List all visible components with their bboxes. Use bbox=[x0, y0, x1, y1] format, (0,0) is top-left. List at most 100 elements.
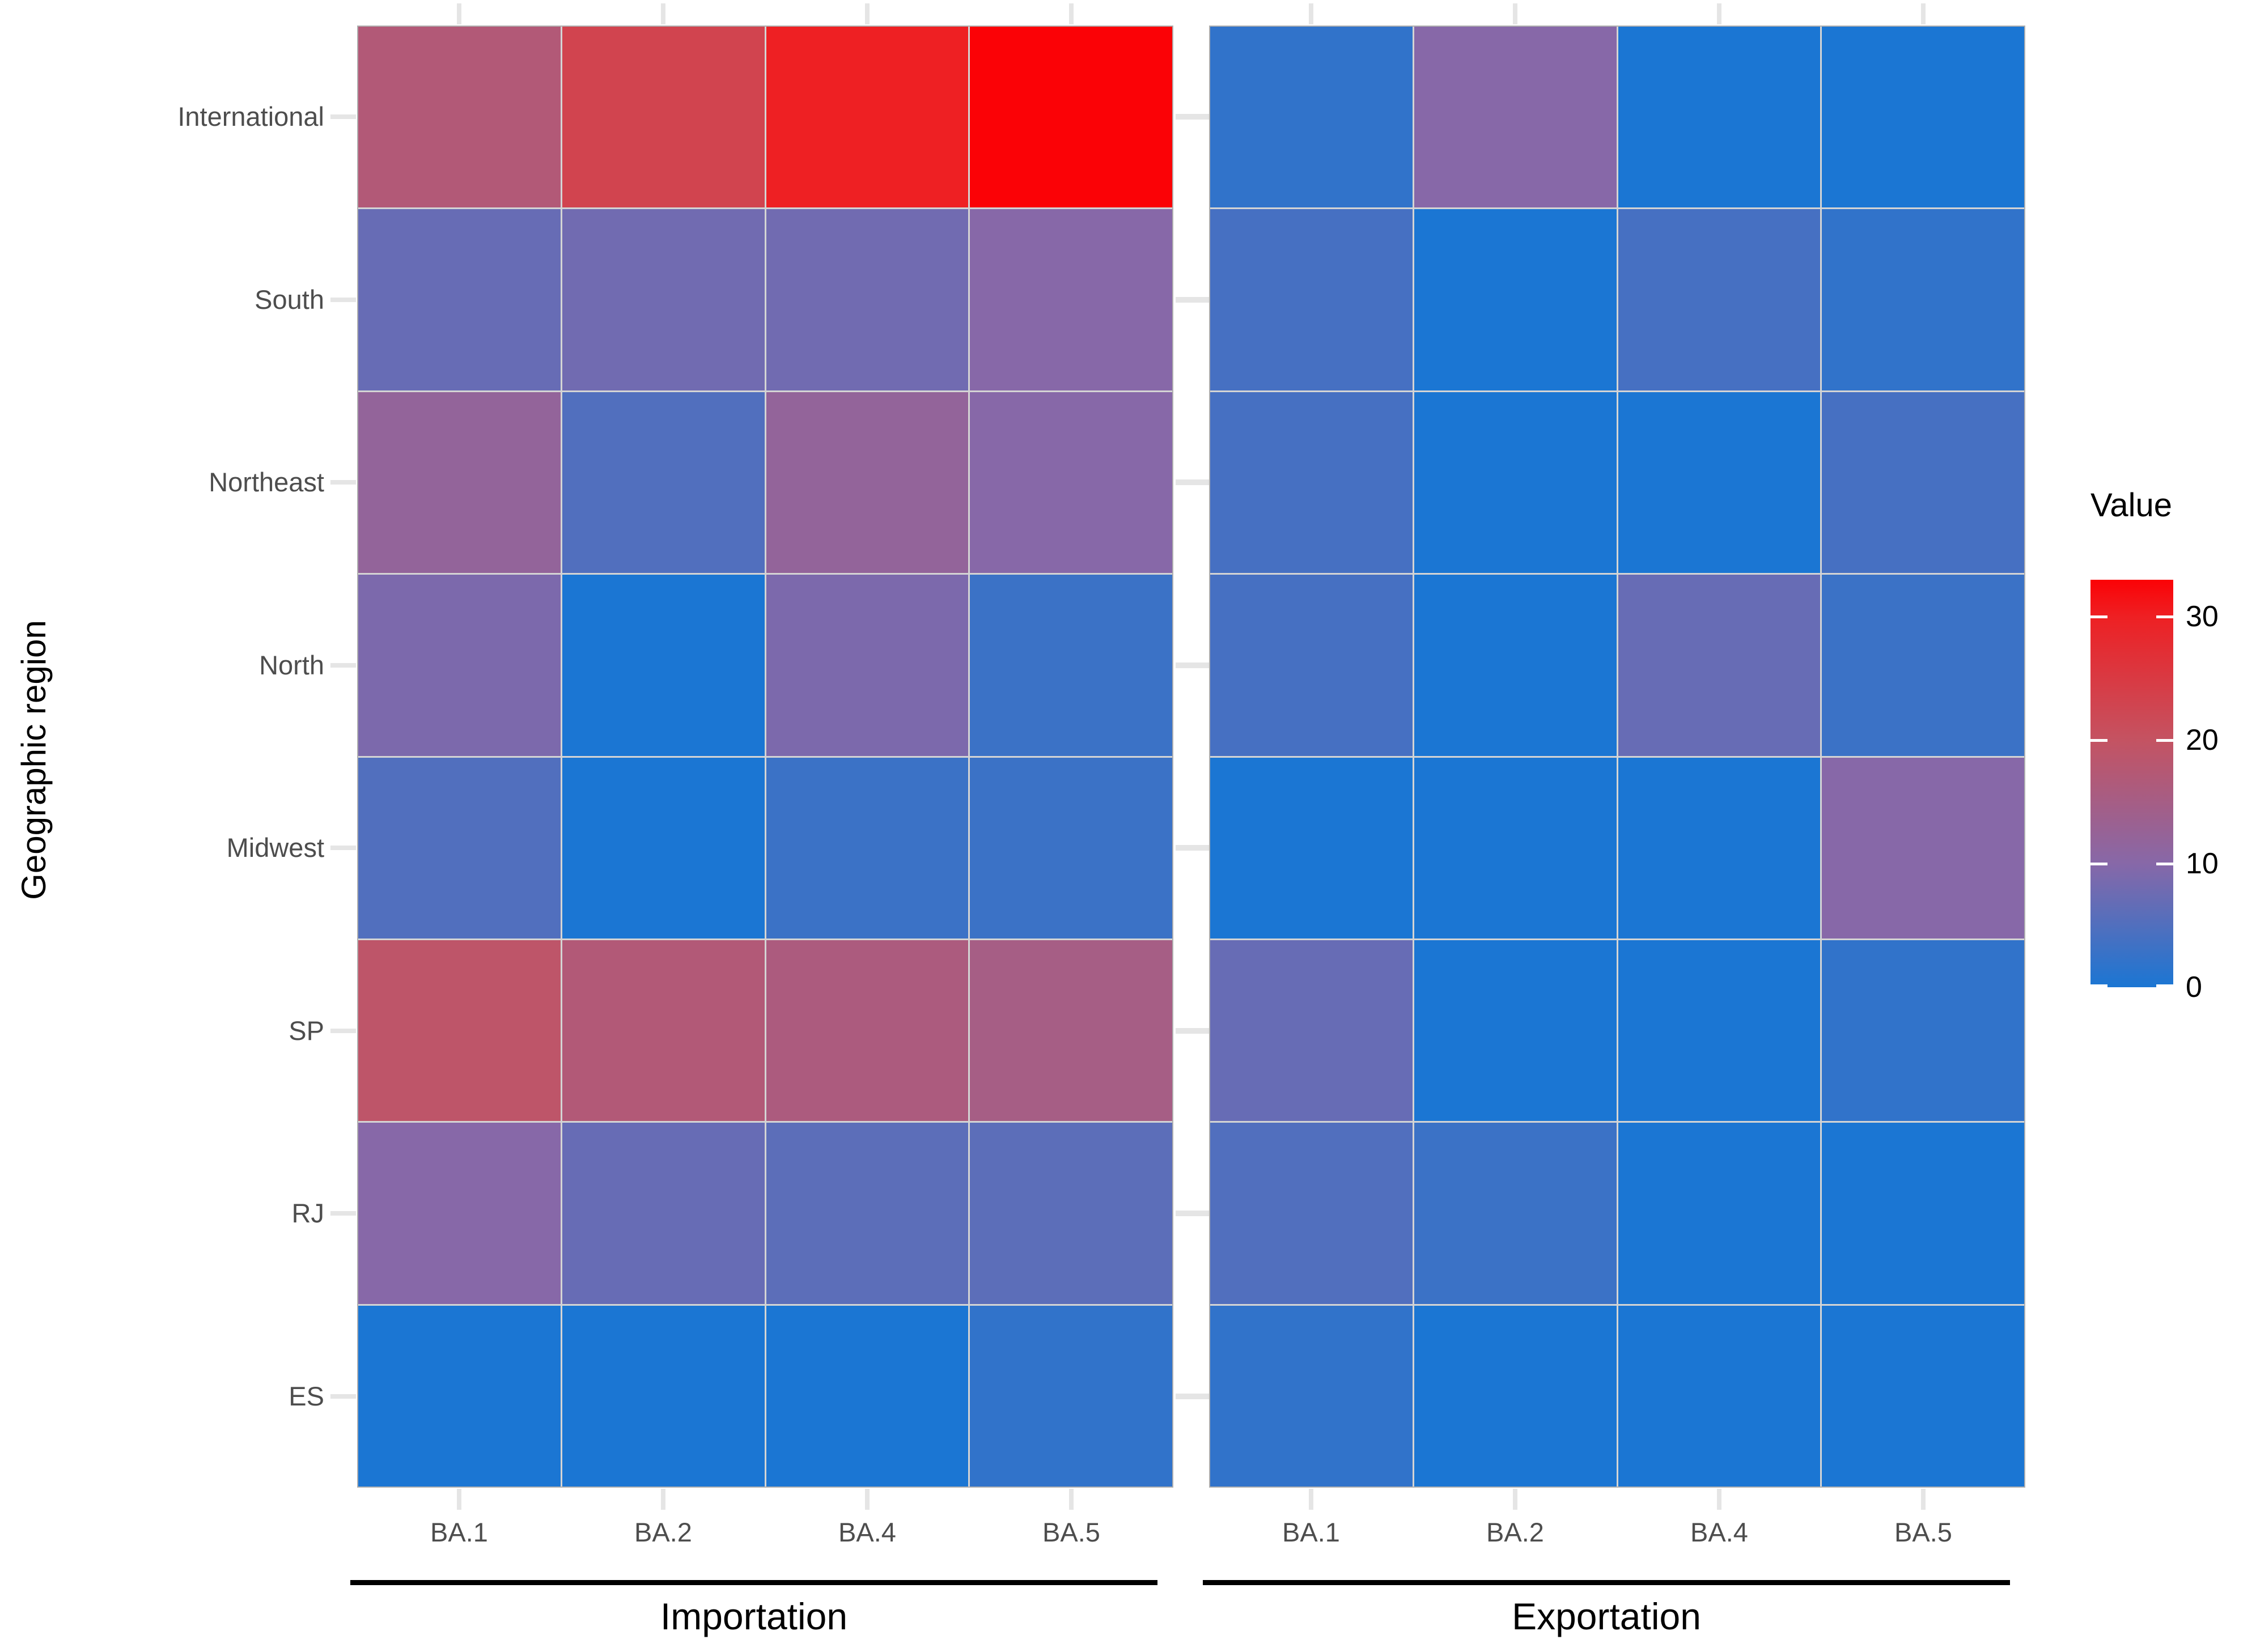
heatmap-cell bbox=[562, 392, 765, 574]
heatmap-cell bbox=[1822, 757, 2024, 938]
legend-tick-mark bbox=[2156, 984, 2173, 987]
x-axis-tick-bottom bbox=[1921, 1489, 1926, 1510]
heatmap-cell bbox=[1414, 27, 1617, 208]
heatmap-cell bbox=[1618, 27, 1821, 208]
heatmap-cell bbox=[1618, 1305, 1821, 1487]
heatmap-cell bbox=[766, 1305, 969, 1487]
heatmap-cell bbox=[766, 1123, 969, 1304]
heatmap-cell bbox=[562, 757, 765, 938]
heatmap-cell bbox=[1210, 940, 1413, 1122]
legend-tick-mark bbox=[2090, 863, 2107, 866]
heatmap-cell bbox=[1822, 1123, 2024, 1304]
heatmap-cell bbox=[1414, 1305, 1617, 1487]
x-axis-tick-bottom bbox=[1513, 1489, 1517, 1510]
y-axis-tick bbox=[330, 480, 356, 485]
heatmap-cell bbox=[562, 575, 765, 756]
heatmap-cell bbox=[358, 1305, 561, 1487]
heatmap-cell bbox=[1822, 940, 2024, 1122]
heatmap-cell bbox=[358, 757, 561, 938]
legend-title: Value bbox=[2090, 487, 2173, 524]
heatmap-cell bbox=[970, 940, 1172, 1122]
heatmap-cell bbox=[1822, 27, 2024, 208]
heatmap-cell bbox=[1822, 392, 2024, 574]
y-axis-title: Geographic region bbox=[15, 620, 53, 900]
heatmap-cell bbox=[562, 27, 765, 208]
legend-tick-mark bbox=[2090, 739, 2107, 742]
y-axis-label: North bbox=[259, 649, 324, 680]
y-axis-tick bbox=[1176, 296, 1209, 303]
legend-tick-mark bbox=[2156, 615, 2173, 619]
y-axis-tick bbox=[330, 1028, 356, 1033]
heatmap-cell bbox=[1618, 392, 1821, 574]
x-axis-tick-top bbox=[1921, 3, 1926, 24]
x-axis-label: BA.2 bbox=[1486, 1517, 1544, 1547]
x-axis-label: BA.2 bbox=[634, 1517, 692, 1547]
y-axis-label: International bbox=[177, 101, 324, 132]
y-axis-label: ES bbox=[289, 1381, 324, 1411]
heatmap-cell bbox=[1210, 1305, 1413, 1487]
facet-panel-exportation bbox=[1209, 26, 2025, 1488]
heatmap-cell bbox=[1822, 209, 2024, 390]
x-axis-tick-top bbox=[1069, 3, 1074, 24]
heatmap-cell bbox=[358, 392, 561, 574]
legend-tick-label: 20 bbox=[2186, 724, 2219, 757]
heatmap-cell bbox=[1414, 1123, 1617, 1304]
y-axis-label: Midwest bbox=[226, 833, 324, 863]
x-axis-label: BA.1 bbox=[430, 1517, 488, 1547]
y-axis-label: Northeast bbox=[209, 467, 324, 498]
heatmap-cell bbox=[1210, 209, 1413, 390]
heatmap-cell bbox=[766, 940, 969, 1122]
heatmap-cell bbox=[1210, 575, 1413, 756]
heatmap-cell bbox=[358, 940, 561, 1122]
heatmap-cell bbox=[562, 940, 765, 1122]
x-axis-label: BA.5 bbox=[1894, 1517, 1952, 1547]
y-axis-tick bbox=[330, 846, 356, 851]
heatmap-cell bbox=[970, 1305, 1172, 1487]
heatmap-cell bbox=[766, 209, 969, 390]
heatmap-cell bbox=[1618, 209, 1821, 390]
heatmap-cell bbox=[970, 27, 1172, 208]
heatmap-cell bbox=[358, 1123, 561, 1304]
facet-strip-bar-importation bbox=[350, 1580, 1157, 1585]
x-axis-tick-top bbox=[457, 3, 461, 24]
heatmap-cell bbox=[1414, 209, 1617, 390]
legend-gradient-bar bbox=[2090, 580, 2173, 987]
legend-tick-label: 30 bbox=[2186, 600, 2219, 634]
x-axis-label: BA.5 bbox=[1042, 1517, 1100, 1547]
y-axis-label: RJ bbox=[291, 1198, 324, 1229]
heatmap-cell bbox=[766, 575, 969, 756]
y-axis-tick bbox=[330, 114, 356, 120]
x-axis-tick-top bbox=[1513, 3, 1517, 24]
heatmap-cell bbox=[970, 392, 1172, 574]
legend-tick-label: 10 bbox=[2186, 847, 2219, 881]
x-axis-tick-bottom bbox=[865, 1489, 870, 1510]
legend-tick-label: 0 bbox=[2186, 971, 2202, 1004]
y-axis-label: South bbox=[255, 284, 324, 315]
heatmap-cell bbox=[970, 757, 1172, 938]
facet-panel-importation bbox=[357, 26, 1173, 1488]
heatmap-cell bbox=[562, 209, 765, 390]
x-axis-tick-bottom bbox=[1069, 1489, 1074, 1510]
y-axis-tick bbox=[330, 663, 356, 668]
x-axis-label: BA.4 bbox=[838, 1517, 896, 1547]
x-axis-tick-top bbox=[1717, 3, 1721, 24]
heatmap-cell bbox=[562, 1123, 765, 1304]
heatmap-cell bbox=[1618, 1123, 1821, 1304]
x-axis-tick-top bbox=[661, 3, 665, 24]
y-axis-tick bbox=[330, 297, 356, 302]
legend-tick-mark bbox=[2090, 615, 2107, 619]
heatmap-cell bbox=[1414, 757, 1617, 938]
heatmap-cell bbox=[766, 757, 969, 938]
facet-label-exportation: Exportation bbox=[1512, 1595, 1701, 1637]
heatmap-cell bbox=[1414, 392, 1617, 574]
heatmap-cell bbox=[1210, 757, 1413, 938]
heatmap-cell bbox=[766, 392, 969, 574]
facet-label-importation: Importation bbox=[660, 1595, 848, 1637]
heatmap-cell bbox=[1618, 940, 1821, 1122]
heatmap-cell bbox=[562, 1305, 765, 1487]
y-axis-tick bbox=[1176, 114, 1209, 120]
y-axis-tick bbox=[330, 1211, 356, 1216]
y-axis-tick bbox=[330, 1394, 356, 1399]
y-axis-tick bbox=[1176, 1211, 1209, 1217]
